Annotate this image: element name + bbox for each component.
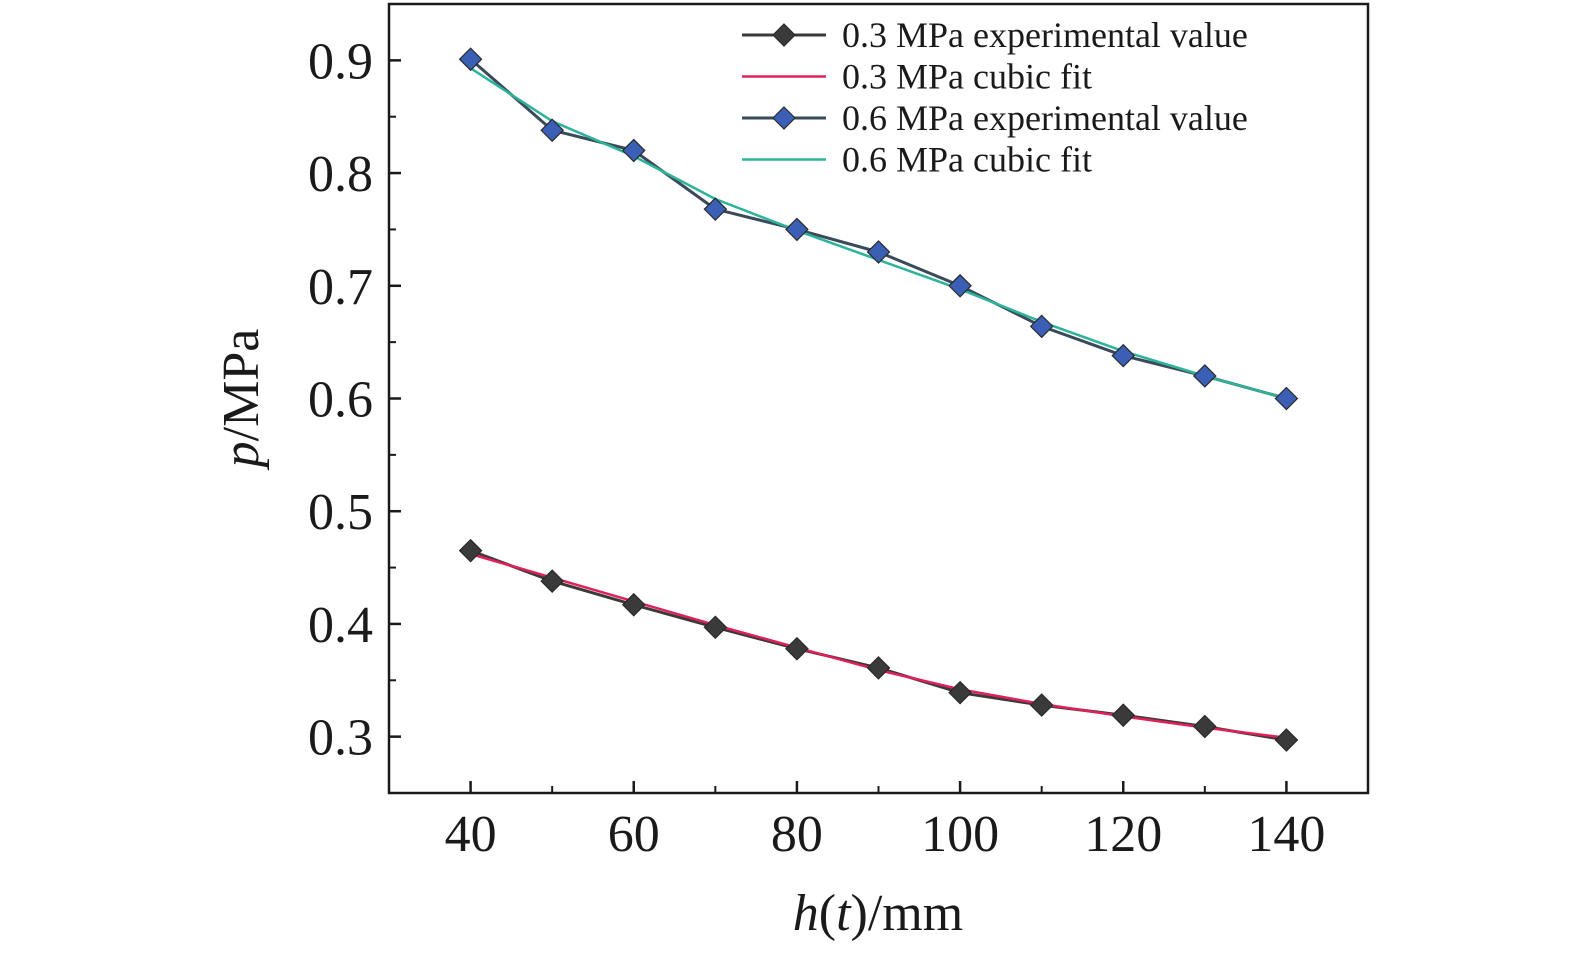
series-line-0 xyxy=(470,549,1287,742)
series-2-marker xyxy=(1192,364,1217,388)
series-0-marker xyxy=(866,656,891,680)
x-tick-label: 120 xyxy=(1084,806,1162,863)
series-2-marker xyxy=(1029,314,1054,339)
series-0-marker xyxy=(785,636,809,661)
legend-label-0: 0.3 MPa experimental value xyxy=(842,15,1248,55)
series-2-marker xyxy=(703,197,728,221)
x-tick-label: 80 xyxy=(771,806,823,863)
series-2-marker xyxy=(458,47,483,72)
y-tick-label: 0.9 xyxy=(308,33,373,90)
legend-label-1: 0.3 MPa cubic fit xyxy=(842,57,1092,97)
legend-label-2: 0.6 MPa experimental value xyxy=(842,98,1248,138)
axis-ticks xyxy=(389,3,1288,793)
series-2-marker xyxy=(948,273,972,298)
y-tick-label: 0.6 xyxy=(308,372,373,429)
series-2-marker xyxy=(866,240,891,264)
series-2-marker xyxy=(785,217,809,242)
series-0-marker xyxy=(540,569,565,593)
x-axis-label: h(t)/mm xyxy=(793,885,963,942)
y-tick-label: 0.7 xyxy=(308,259,373,316)
series-line-1 xyxy=(470,552,1287,740)
tick-labels: 40 60 80 100 120 140 0.3 0.4 0.5 0.6 0.7 0.8 0.9 xyxy=(308,33,1325,863)
series-2-marker xyxy=(1111,343,1136,368)
y-tick-label: 0.4 xyxy=(308,597,373,654)
x-tick-label: 100 xyxy=(921,806,999,863)
y-tick-label: 0.3 xyxy=(308,710,373,767)
series-0-marker xyxy=(1192,714,1217,739)
series-layer xyxy=(458,47,1299,752)
x-tick-label: 60 xyxy=(608,806,660,863)
legend-marker-2 xyxy=(772,106,796,130)
series-0-marker xyxy=(621,592,646,617)
series-2-marker xyxy=(540,118,565,143)
y-tick-label: 0.5 xyxy=(308,484,373,541)
series-0-marker xyxy=(948,680,972,705)
series-2-marker xyxy=(1274,386,1299,411)
x-tick-label: 140 xyxy=(1247,806,1325,863)
series-2-marker xyxy=(621,138,646,163)
series-0-marker xyxy=(1274,728,1299,752)
y-tick-label: 0.8 xyxy=(308,146,373,203)
series-0-marker xyxy=(703,615,728,640)
y-axis-label: p/MPa xyxy=(213,329,270,472)
series-0-marker xyxy=(458,538,483,563)
legend-marker-0 xyxy=(772,23,796,47)
x-tick-label: 40 xyxy=(445,806,497,863)
legend-label-3: 0.6 MPa cubic fit xyxy=(842,140,1092,180)
series-0-marker xyxy=(1111,703,1136,728)
series-0-marker xyxy=(1029,693,1054,717)
